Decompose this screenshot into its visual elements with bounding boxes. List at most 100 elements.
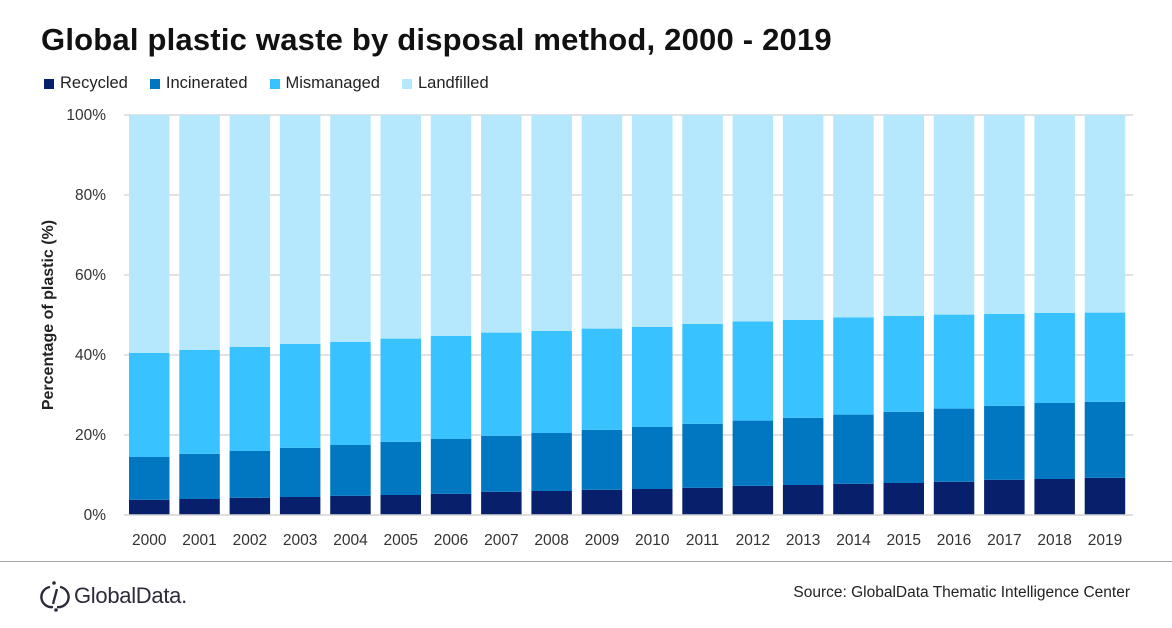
legend-label: Recycled [60, 74, 128, 92]
x-tick-label: 2009 [585, 532, 619, 549]
x-tick-label: 2018 [1037, 532, 1071, 549]
x-tick-label: 2012 [736, 532, 770, 549]
bar-segment-recycled-2012 [732, 485, 774, 515]
x-tick-label: 2017 [987, 532, 1021, 549]
bar-segment-incinerated-2011 [682, 423, 723, 488]
chart-title: Global plastic waste by disposal method,… [41, 22, 832, 57]
x-tick-label: 2011 [686, 532, 719, 549]
divider [0, 561, 1172, 562]
bar-segment-landfilled-2013 [782, 115, 824, 320]
bar-segment-mismanaged-2016 [933, 314, 975, 409]
bar-segment-landfilled-2010 [632, 115, 673, 327]
y-axis-label: Percentage of plastic (%) [40, 220, 57, 410]
bar-segment-mismanaged-2013 [782, 319, 824, 418]
x-tick-label: 2004 [333, 532, 368, 549]
bar-segment-incinerated-2017 [984, 405, 1025, 480]
source-note: Source: GlobalData Thematic Intelligence… [793, 584, 1130, 601]
bar-segment-incinerated-2010 [632, 427, 673, 489]
bar-segment-incinerated-2012 [732, 420, 774, 486]
bar-segment-landfilled-2012 [732, 115, 774, 322]
bar-segment-mismanaged-2010 [632, 327, 673, 427]
x-tick-label: 2008 [534, 532, 568, 549]
bar-segment-mismanaged-2011 [682, 323, 723, 424]
bar-segment-incinerated-2009 [581, 429, 623, 490]
x-tick-label: 2016 [937, 532, 971, 549]
bar-segment-landfilled-2011 [682, 115, 723, 324]
bar-segment-mismanaged-2018 [1034, 313, 1075, 403]
bar-segment-landfilled-2005 [380, 115, 421, 339]
bar-segment-incinerated-2007 [481, 435, 522, 492]
bar-segment-recycled-2005 [380, 495, 421, 515]
bar-segment-recycled-2019 [1084, 477, 1126, 515]
y-tick-label: 0% [84, 507, 107, 524]
bar-segment-recycled-2013 [782, 485, 824, 515]
bar-segment-landfilled-2000 [129, 115, 170, 353]
legend-item-incinerated: Incinerated [149, 74, 248, 93]
bar-segment-incinerated-2015 [883, 411, 924, 483]
x-tick-label: 2019 [1088, 532, 1122, 549]
x-tick-label: 2000 [132, 532, 167, 549]
bar-segment-incinerated-2001 [179, 453, 220, 499]
y-tick-label: 20% [75, 427, 106, 444]
bar-segment-mismanaged-2012 [732, 321, 774, 421]
bar-segment-landfilled-2002 [229, 115, 271, 347]
bar-segment-mismanaged-2015 [883, 315, 924, 412]
bar-segment-incinerated-2004 [330, 445, 371, 496]
legend-item-landfilled: Landfilled [401, 74, 489, 93]
globaldata-logo-icon [40, 581, 70, 612]
bar-segment-landfilled-2018 [1034, 115, 1075, 313]
x-tick-label: 2014 [836, 532, 871, 549]
legend-label: Mismanaged [285, 74, 380, 92]
legend-swatch [44, 78, 54, 89]
bar-segment-landfilled-2014 [833, 115, 874, 318]
bar-segment-recycled-2004 [330, 495, 371, 515]
x-tick-label: 2003 [283, 532, 317, 549]
legend-swatch [269, 78, 280, 89]
bar-segment-mismanaged-2019 [1084, 312, 1126, 402]
x-tick-label: 2010 [635, 532, 670, 549]
legend-item-recycled: Recycled [44, 74, 128, 93]
bar-segment-incinerated-2014 [833, 414, 874, 484]
bar-segment-mismanaged-2000 [129, 353, 170, 457]
bar-segment-recycled-2001 [179, 499, 220, 515]
y-tick-label: 60% [75, 267, 106, 284]
bar-segment-mismanaged-2002 [229, 347, 271, 451]
bar-segment-incinerated-2003 [279, 447, 321, 497]
bar-segment-landfilled-2016 [933, 115, 975, 315]
bar-segment-mismanaged-2014 [833, 317, 874, 415]
bar-segment-recycled-2015 [883, 483, 924, 515]
bar-segment-mismanaged-2008 [531, 331, 572, 433]
bar-segment-landfilled-2009 [581, 115, 623, 329]
bar-segment-landfilled-2003 [279, 115, 321, 344]
x-tick-label: 2002 [233, 532, 267, 549]
bar-segment-recycled-2014 [833, 483, 874, 515]
bar-segment-recycled-2018 [1034, 479, 1075, 515]
legend-label: Landfilled [417, 74, 489, 92]
bar-segment-landfilled-2004 [330, 115, 371, 342]
x-tick-label: 2001 [182, 532, 216, 549]
globaldata-logo: GlobalData. [40, 580, 187, 612]
bar-segment-recycled-2017 [984, 479, 1025, 515]
bar-segment-recycled-2008 [531, 491, 572, 515]
bar-segment-recycled-2000 [129, 499, 170, 515]
bar-segment-incinerated-2005 [380, 441, 421, 495]
legend: Recycled Incinerated Mismanaged Landfilled [44, 74, 511, 93]
x-tick-label: 2015 [887, 532, 921, 549]
y-tick-label: 100% [66, 107, 106, 124]
bar-segment-mismanaged-2006 [430, 335, 472, 439]
bar-segment-mismanaged-2009 [581, 328, 623, 430]
bar-segment-incinerated-2000 [129, 457, 170, 500]
bar-segment-mismanaged-2003 [279, 343, 321, 448]
bar-segment-recycled-2006 [430, 493, 472, 515]
bar-segment-recycled-2010 [632, 489, 673, 515]
x-tick-label: 2013 [786, 532, 820, 549]
legend-swatch [401, 78, 412, 89]
bar-segment-mismanaged-2004 [330, 341, 371, 445]
bar-segment-landfilled-2017 [984, 115, 1025, 314]
bar-segment-incinerated-2013 [782, 417, 824, 485]
bar-segment-mismanaged-2017 [984, 313, 1025, 406]
x-tick-label: 2007 [484, 532, 518, 549]
bar-segment-recycled-2007 [481, 491, 522, 515]
y-tick-label: 80% [75, 187, 106, 204]
bar-segment-landfilled-2006 [430, 115, 472, 336]
